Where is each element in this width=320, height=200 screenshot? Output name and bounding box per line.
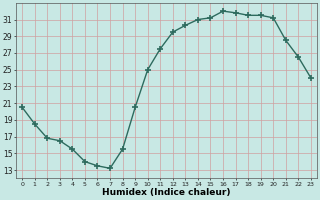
X-axis label: Humidex (Indice chaleur): Humidex (Indice chaleur) xyxy=(102,188,231,197)
